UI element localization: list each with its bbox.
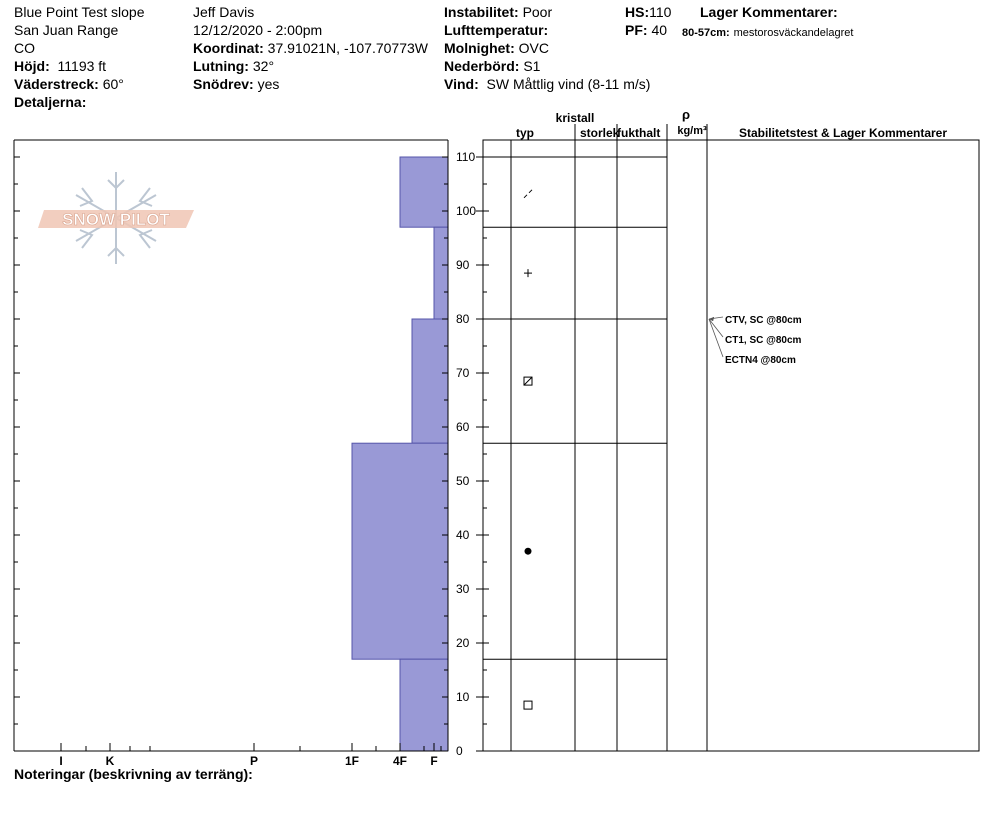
- col-size-header: storlek: [580, 126, 620, 140]
- stability-test-label: CTV, SC @80cm: [725, 315, 802, 326]
- layer-comments-label: Lager Kommentarer:: [700, 4, 838, 20]
- hardness-tick-label: I: [59, 754, 62, 768]
- airtemp-label: Lufttemperatur:: [444, 22, 549, 38]
- hardness-tick-label: 1F: [345, 754, 359, 768]
- coordinate-label: Koordinat:: [193, 40, 264, 56]
- coordinate-field: Koordinat: 37.91021N, -107.70773W: [193, 39, 428, 57]
- hardness-bar-1: [433, 226, 449, 320]
- hardness-axis: I K P 1F 4F F: [59, 743, 442, 768]
- observation-datetime: 12/12/2020 - 2:00pm: [193, 22, 323, 38]
- height-tick-label: 100: [456, 204, 476, 218]
- drift-value: yes: [257, 76, 280, 92]
- hardness-tick-label: 4F: [393, 754, 407, 768]
- melt-forms-icon: [524, 547, 532, 555]
- airtemp-field: Lufttemperatur:: [444, 21, 548, 39]
- precip-value: S1: [523, 58, 541, 74]
- aspect-field: Väderstreck: 60°: [14, 75, 124, 93]
- sky-value: OVC: [518, 40, 549, 56]
- wind-value: SW Måttlig vind (8-11 m/s): [486, 76, 651, 92]
- location-name: Blue Point Test slope: [14, 4, 145, 20]
- hardness-bar-3: [351, 442, 449, 660]
- pf-value: 40: [651, 22, 668, 38]
- grain-symbols: [523, 189, 533, 710]
- hardness-tick-label: K: [106, 754, 115, 768]
- faceted-crystals-icon: [523, 700, 533, 710]
- stability-leader-line: [708, 318, 724, 358]
- hardness-bar-2: [411, 318, 449, 444]
- elevation-field: Höjd: 11193 ft: [14, 57, 106, 75]
- col-type-header: typ: [516, 126, 534, 140]
- layer-table: [482, 124, 980, 752]
- layer-comment-text: mestorosväckandelagret: [733, 27, 854, 39]
- height-axis: 0 10 20 30 40 50 60 70 80 90 100 110: [456, 150, 483, 758]
- hs-field: HS:110: [625, 3, 671, 21]
- faceted-rounded-icon: [523, 376, 533, 386]
- height-tick-label: 30: [456, 582, 470, 596]
- hardness-profile: [351, 156, 449, 752]
- stability-arrow-icon: [709, 317, 714, 321]
- elevation-value: 11193 ft: [57, 58, 107, 74]
- hardness-bar-0: [399, 156, 449, 228]
- aspect-label: Väderstreck:: [14, 76, 99, 92]
- height-tick-label: 70: [456, 366, 470, 380]
- precip-field: Nederbörd: S1: [444, 57, 540, 75]
- wind-field: Vind: SW Måttlig vind (8-11 m/s): [444, 75, 650, 93]
- snowpilot-logo: SNOW PILOT: [38, 172, 194, 264]
- wind-label: Vind:: [444, 76, 479, 92]
- height-tick-label: 80: [456, 312, 470, 326]
- table-frame: [482, 139, 980, 752]
- precipitation-particles-icon: [524, 269, 532, 278]
- range-name: San Juan Range: [14, 22, 119, 38]
- stability-test-label: CT1, SC @80cm: [725, 335, 802, 346]
- slope-label: Lutning:: [193, 58, 249, 74]
- aspect-value: 60°: [102, 76, 124, 92]
- stability-leader-line: [708, 318, 724, 338]
- height-tick-label: 10: [456, 690, 470, 704]
- sky-label: Molnighet:: [444, 40, 515, 56]
- slope-field: Lutning: 32°: [193, 57, 274, 75]
- height-tick-label: 40: [456, 528, 470, 542]
- logo-text: SNOW PILOT: [62, 210, 170, 229]
- drift-field: Snödrev: yes: [193, 75, 279, 93]
- state-name: CO: [14, 40, 35, 56]
- details-field: Detaljerna:: [14, 93, 86, 111]
- coordinate-value: 37.91021N, -107.70773W: [267, 40, 428, 56]
- col-density-unit: kg/m³: [677, 125, 707, 137]
- notes-label: Noteringar (beskrivning av terräng):: [14, 766, 253, 782]
- height-tick-label: 50: [456, 474, 470, 488]
- precip-label: Nederbörd:: [444, 58, 520, 74]
- observer-name: Jeff Davis: [193, 4, 255, 20]
- hs-value: 110: [649, 4, 672, 20]
- stability-test-label: ECTN4 @80cm: [725, 355, 796, 366]
- pf-field: PF: 40: [625, 21, 667, 39]
- instability-value: Poor: [522, 4, 553, 20]
- instability-label: Instabilitet:: [444, 4, 519, 20]
- height-tick-label: 110: [456, 150, 475, 164]
- col-rho-header: ρ: [682, 107, 690, 122]
- height-tick-label: 60: [456, 420, 470, 434]
- col-crystal-header: kristall: [556, 111, 595, 125]
- height-tick-label: 90: [456, 258, 470, 272]
- decomposing-fragments-icon: [523, 189, 533, 199]
- drift-label: Snödrev:: [193, 76, 254, 92]
- hs-label: HS:: [625, 4, 650, 20]
- height-tick-label: 0: [456, 744, 463, 758]
- col-moisture-header: fukthalt: [617, 126, 660, 140]
- details-label: Detaljerna:: [14, 94, 87, 110]
- hardness-tick-label: F: [430, 754, 437, 768]
- layer-comment: 80-57cm: mestorosväckandelagret: [682, 22, 853, 42]
- pf-label: PF:: [625, 22, 648, 38]
- hardness-tick-label: P: [250, 754, 258, 768]
- hardness-bar-4: [399, 658, 449, 752]
- layer-comment-range: 80-57cm:: [682, 27, 730, 39]
- col-stability-header: Stabilitetstest & Lager Kommentarer: [739, 126, 947, 140]
- elevation-label: Höjd:: [14, 58, 50, 74]
- sky-field: Molnighet: OVC: [444, 39, 549, 57]
- instability-field: Instabilitet: Poor: [444, 3, 552, 21]
- stability-tests: CTV, SC @80cm CT1, SC @80cm ECTN4 @80cm: [708, 315, 802, 366]
- slope-value: 32°: [252, 58, 275, 74]
- height-tick-label: 20: [456, 636, 470, 650]
